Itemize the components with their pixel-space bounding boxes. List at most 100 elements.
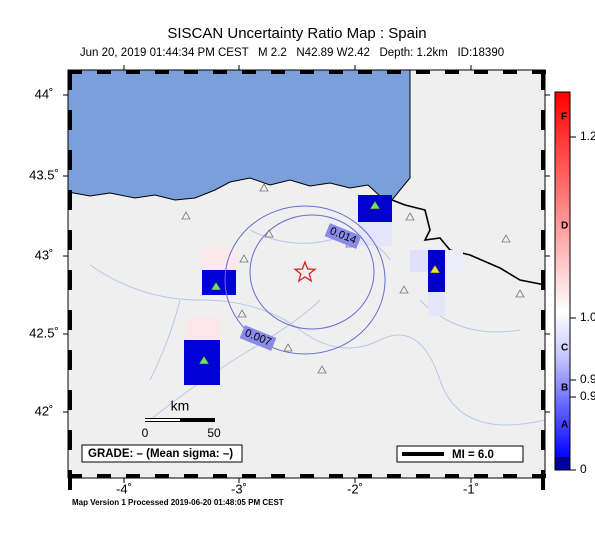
frame-segment [271, 474, 285, 478]
colorbar-label: 0 [580, 462, 587, 476]
colorbar-label: A [561, 420, 568, 431]
frame-segment [541, 70, 545, 90]
frame-segment [541, 350, 545, 370]
frame-segment [387, 70, 401, 74]
colorbar [554, 91, 571, 459]
frame-segment [445, 70, 459, 74]
frame-segment [68, 310, 72, 330]
frame-segment [541, 470, 545, 490]
station-active [369, 200, 381, 210]
frame-segment [541, 230, 545, 250]
lat-label: 43.5˚ [29, 167, 59, 182]
legend-box [396, 445, 524, 463]
frame-segment [541, 150, 545, 170]
grid-cells [184, 195, 463, 385]
frame-segment [68, 430, 72, 450]
frame-segment [68, 350, 72, 370]
title: SISCAN Uncertainty Ratio Map : Spain [167, 25, 426, 42]
frame-segment [541, 430, 545, 450]
frame-segment [68, 474, 82, 478]
frame-segment [155, 474, 169, 478]
frame-segment [541, 270, 545, 290]
lat-label: 42˚ [35, 403, 54, 418]
frame-segment [126, 474, 140, 478]
lon-label: -3˚ [231, 481, 247, 496]
station-active [429, 264, 441, 274]
frame-segment [541, 310, 545, 330]
ocean [68, 70, 411, 201]
frame-segment [68, 70, 82, 74]
frame-segment [242, 70, 256, 74]
frame-segment [541, 190, 545, 210]
frame-segment [213, 474, 227, 478]
scale-bar-segment [145, 419, 180, 421]
scale-label: 50 [207, 426, 221, 440]
frame-segment [503, 474, 517, 478]
lon-label: -2˚ [347, 481, 363, 496]
frame-segment [126, 70, 140, 74]
frame-segment [97, 70, 111, 74]
frame-segment [445, 474, 459, 478]
colorbar-label: 0.9 [580, 372, 595, 386]
frame-ticks: 44˚ 43.5˚ 43˚ 42.5˚ 42˚ -4˚ -3˚ -2˚ -1˚ [29, 65, 550, 496]
contours [224, 205, 386, 355]
frame-segment [329, 70, 343, 74]
station-active [210, 281, 222, 291]
station-active [198, 355, 210, 365]
frame-segment [541, 110, 545, 130]
frame-segment [68, 390, 72, 410]
frame-segment [532, 474, 546, 478]
frame-segment [68, 150, 72, 170]
scale-label: 0 [142, 426, 149, 440]
frame-segment [184, 474, 198, 478]
frame-segment [474, 70, 488, 74]
frame-segment [329, 474, 343, 478]
frame-segment [358, 474, 372, 478]
lon-label: -4˚ [116, 481, 132, 496]
map-area: 0.014 0.007 [68, 70, 545, 478]
grade: GRADE: – (Mean sigma: –) [88, 448, 233, 460]
legend-text: MI = 6.0 [452, 449, 494, 461]
frame-segment [155, 70, 169, 74]
frame-segment [68, 110, 72, 130]
grade-box [81, 444, 243, 463]
lon-label: -1˚ [463, 481, 479, 496]
border [391, 199, 545, 286]
frame-segment [300, 474, 314, 478]
colorbar-label: 1.2 [580, 129, 595, 143]
subtitle: Jun 20, 2019 01:44:34 PM CEST M 2.2 N42.… [80, 47, 504, 59]
frame-segment [242, 474, 256, 478]
colorbar-base [554, 457, 571, 471]
footer: Map Version 1 Processed 2019-06-20 01:48… [72, 498, 284, 507]
frame-segment [503, 70, 517, 74]
lat-label: 43˚ [35, 247, 54, 262]
epicenter [293, 260, 317, 283]
frame-segment [271, 70, 285, 74]
frame-segment [387, 474, 401, 478]
frame-segment [541, 390, 545, 410]
frame-segment [68, 270, 72, 290]
frame-segment [97, 474, 111, 478]
colorbar-label: C [561, 343, 568, 354]
frame-segment [68, 70, 72, 90]
frame-segment [213, 70, 227, 74]
lat-label: 42.5˚ [29, 325, 59, 340]
colorbar-label: 1.0 [580, 310, 595, 324]
frame-segment [68, 230, 72, 250]
frame-segment [416, 474, 430, 478]
frame-segment [416, 70, 430, 74]
frame-segment [532, 70, 546, 74]
colorbar-label: B [561, 383, 568, 394]
frame-segment [184, 70, 198, 74]
lat-label: 44˚ [35, 86, 54, 101]
frame-segment [474, 474, 488, 478]
frame-segment [68, 190, 72, 210]
frame-segment [358, 70, 372, 74]
scale-unit: km [171, 398, 190, 414]
colorbar-labels: F 1.2 D 1.0 C 0.9 B 0.9 A 0 [561, 112, 595, 477]
colorbar-label: F [561, 112, 567, 123]
legend-line [402, 452, 444, 456]
frame-segment [68, 470, 72, 490]
colorbar-label: D [561, 221, 568, 232]
